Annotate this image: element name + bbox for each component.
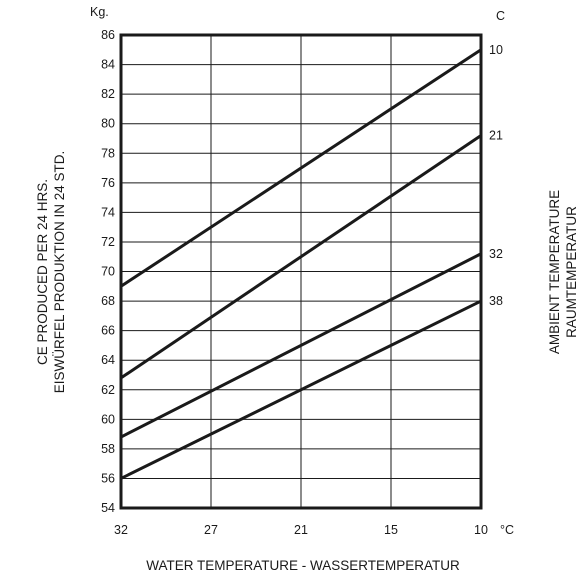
y-tick-label: 58	[101, 442, 115, 456]
y-tick-label: 60	[101, 412, 115, 426]
series-label-32: 32	[489, 247, 503, 261]
x-axis-title: WATER TEMPERATURE - WASSERTEMPERATUR	[146, 558, 460, 573]
series-label-10: 10	[489, 43, 503, 57]
y-tick-label: 78	[101, 146, 115, 160]
y-tick-label: 74	[101, 205, 115, 219]
y-tick-label: 54	[101, 501, 115, 515]
y-tick-label: 80	[101, 117, 115, 131]
y-tick-label: 56	[101, 471, 115, 485]
series-line-10	[120, 48, 482, 288]
y-unit-label: Kg.	[90, 5, 109, 19]
series-label-21: 21	[489, 129, 503, 143]
y-tick-label: 62	[101, 383, 115, 397]
y-tick-label: 72	[101, 235, 115, 249]
y-tick-label: 68	[101, 294, 115, 308]
x-tick-label: 32	[114, 523, 128, 537]
x-tick-labels: 32 27 21 15 10	[114, 523, 488, 537]
x-tick-label: 27	[204, 523, 218, 537]
y-axis-title-line-1: CE PRODUCED PER 24 HRS.	[35, 179, 50, 365]
right-axis-title-line-1: AMBIENT TEMPERATURE	[547, 190, 562, 354]
series-line-32	[120, 252, 482, 439]
x-unit-label: °C	[500, 523, 514, 537]
y-axis-title-line-2: EISWÜRFEL PRODUKTION IN 24 STD.	[52, 151, 67, 394]
series-line-38	[120, 299, 482, 480]
series-line-21	[120, 134, 482, 380]
x-tick-label: 15	[384, 523, 398, 537]
x-tick-label: 10	[474, 523, 488, 537]
y-tick-labels: 86 84 82 80 78 76 74 72 70 68 66 64 62 60 58 56 54	[101, 28, 115, 515]
y-tick-label: 66	[101, 324, 115, 338]
plot-frame	[119, 33, 483, 510]
y-tick-label: 82	[101, 87, 115, 101]
series-label-38: 38	[489, 294, 503, 308]
series-labels: 10 21 32 38	[489, 43, 503, 308]
y-tick-label: 84	[101, 58, 115, 72]
y-tick-label: 76	[101, 176, 115, 190]
right-unit-label: C	[496, 9, 505, 23]
y-tick-label: 70	[101, 265, 115, 279]
x-tick-label: 21	[294, 523, 308, 537]
grid	[120, 34, 482, 509]
y-tick-label: 64	[101, 353, 115, 367]
y-tick-label: 86	[101, 28, 115, 42]
series-lines	[120, 48, 482, 480]
right-axis-title-line-2: RAUMTEMPERATUR	[564, 206, 579, 338]
